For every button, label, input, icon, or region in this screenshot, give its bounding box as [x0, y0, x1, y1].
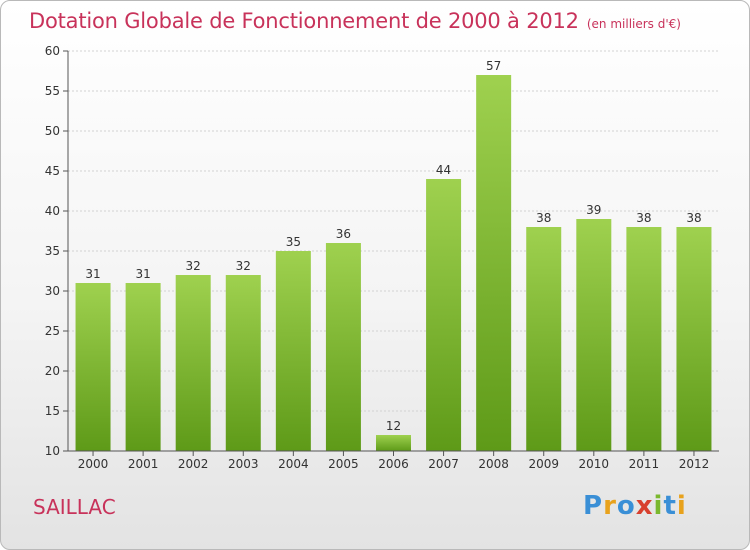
bar-2003 [225, 275, 261, 451]
logo-letter: o [616, 491, 636, 521]
y-tick-label: 45 [45, 164, 60, 178]
value-label-2004: 35 [286, 235, 301, 249]
value-label-2007: 44 [436, 163, 451, 177]
y-tick-label: 10 [45, 444, 60, 458]
commune-name: SAILLAC [33, 495, 116, 519]
value-label-2002: 32 [186, 259, 201, 273]
x-tick-label-2010: 2010 [579, 457, 610, 471]
value-label-2001: 31 [135, 267, 150, 281]
x-tick-label-2009: 2009 [528, 457, 559, 471]
bar-2001 [125, 283, 161, 451]
logo-letter: t [663, 491, 677, 521]
logo-letter: x [635, 491, 654, 521]
bar-2011 [626, 227, 662, 451]
x-tick-label-2005: 2005 [328, 457, 359, 471]
proxiti-logo: Proxiti [583, 491, 687, 521]
chart-title: Dotation Globale de Fonctionnement de 20… [29, 9, 681, 33]
chart-title-text: Dotation Globale de Fonctionnement de 20… [29, 9, 579, 33]
x-tick-label-2011: 2011 [629, 457, 660, 471]
y-tick-label: 40 [45, 204, 60, 218]
chart-subtitle: (en milliers d'€) [586, 17, 681, 31]
bars: 31 31 32 32 35 36 12 44 57 38 39 38 38 [75, 59, 712, 451]
axes [67, 51, 719, 452]
bar-2008 [476, 75, 512, 451]
y-tick-label: 15 [45, 404, 60, 418]
bar-2012 [676, 227, 712, 451]
bar-2007 [426, 179, 462, 451]
value-label-2006: 12 [386, 419, 401, 433]
bar-2000 [75, 283, 111, 451]
x-tick-label-2002: 2002 [178, 457, 209, 471]
bar-2002 [175, 275, 211, 451]
x-tick-label-2001: 2001 [128, 457, 159, 471]
value-label-2010: 39 [586, 203, 601, 217]
y-tick-label: 20 [45, 364, 60, 378]
bar-2005 [325, 243, 361, 451]
grid-lines [63, 50, 719, 452]
y-tick-label: 60 [45, 44, 60, 58]
x-tick-label-2004: 2004 [278, 457, 309, 471]
x-tick-label-2006: 2006 [378, 457, 409, 471]
bar-2009 [526, 227, 562, 451]
x-axis-labels: 2000 2001 2002 2003 2004 2005 2006 2007 2008 2009… [78, 451, 709, 471]
value-label-2003: 32 [236, 259, 251, 273]
x-tick-label-2003: 2003 [228, 457, 259, 471]
y-tick-label: 25 [45, 324, 60, 338]
bar-2004 [275, 251, 311, 451]
x-tick-label-2012: 2012 [679, 457, 710, 471]
bar-2010 [576, 219, 612, 451]
x-tick-label-2008: 2008 [478, 457, 509, 471]
value-label-2009: 38 [536, 211, 551, 225]
x-tick-label-2007: 2007 [428, 457, 459, 471]
value-label-2008: 57 [486, 59, 501, 73]
value-label-2000: 31 [85, 267, 100, 281]
value-label-2012: 38 [686, 211, 701, 225]
logo-letter: r [603, 491, 617, 521]
value-label-2005: 36 [336, 227, 351, 241]
logo-letter: P [583, 491, 604, 521]
value-label-2011: 38 [636, 211, 651, 225]
y-tick-label: 55 [45, 84, 60, 98]
bar-2006 [376, 435, 411, 451]
y-axis-labels: 10 15 20 25 30 35 40 45 50 55 60 [45, 44, 60, 458]
logo-letter: i [676, 491, 687, 521]
y-tick-label: 30 [45, 284, 60, 298]
x-tick-label-2000: 2000 [78, 457, 109, 471]
logo-letter: i [653, 491, 664, 521]
y-tick-label: 35 [45, 244, 60, 258]
y-tick-label: 50 [45, 124, 60, 138]
